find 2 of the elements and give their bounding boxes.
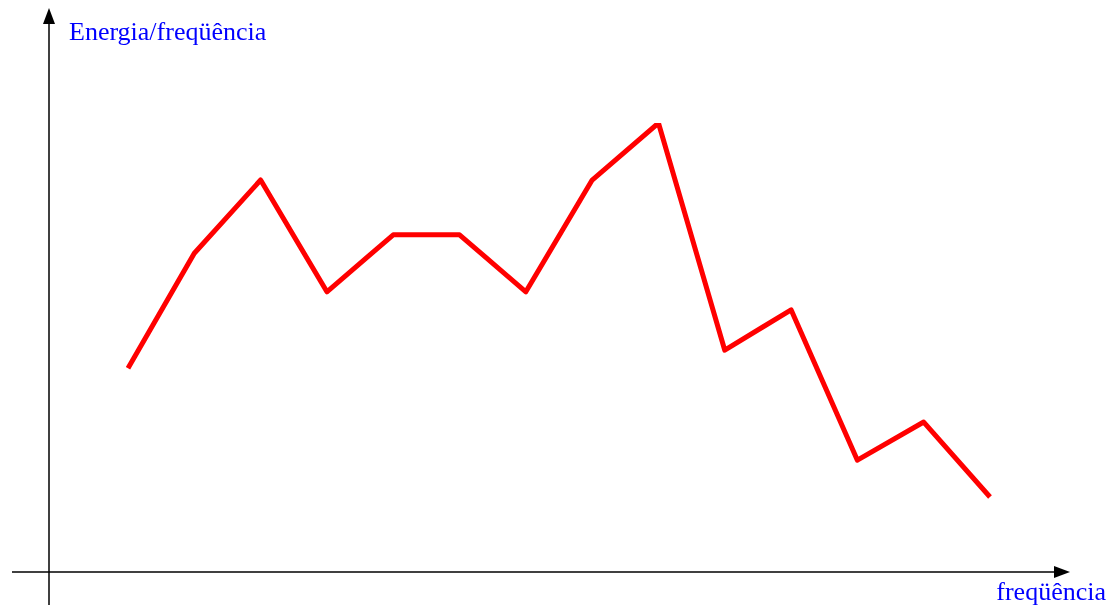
y-axis-title: Energia/freqüência: [69, 17, 267, 46]
x-axis-title: freqüência: [996, 577, 1107, 605]
